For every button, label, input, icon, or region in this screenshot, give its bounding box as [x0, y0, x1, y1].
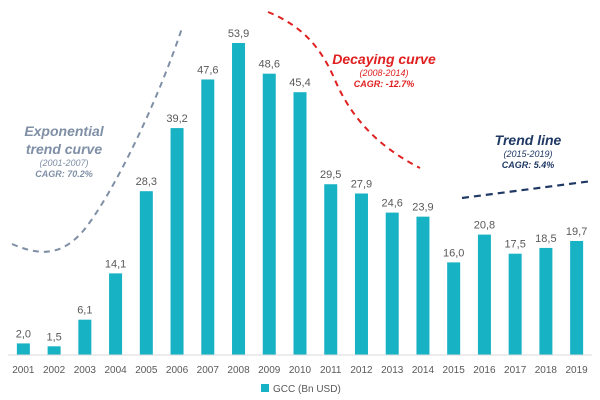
- bar-value-label-2016: 20,8: [474, 220, 495, 232]
- x-tick-label-2014: 2014: [412, 365, 435, 376]
- bar-value-label-2003: 6,1: [77, 305, 92, 317]
- bar-value-label-2005: 28,3: [136, 176, 157, 188]
- bar-2007: [201, 79, 215, 355]
- bar-value-label-2019: 19,7: [566, 226, 587, 238]
- bar-2018: [539, 247, 553, 355]
- decaying-period: (2008-2014): [359, 68, 408, 78]
- decaying-title: Decaying curve: [332, 51, 436, 67]
- bar-value-label-2002: 1,5: [46, 331, 61, 343]
- bar-value-label-2014: 23,9: [412, 202, 433, 214]
- bar-2011: [324, 184, 338, 355]
- bar-2004: [109, 273, 123, 355]
- bar-value-label-2013: 24,6: [381, 198, 402, 210]
- decaying-annotation: Decaying curve (2008-2014) CAGR: -12.7%: [332, 51, 436, 89]
- x-tick-label-2004: 2004: [104, 365, 127, 376]
- bar-value-label-2001: 2,0: [16, 328, 31, 340]
- x-tick-label-2016: 2016: [473, 365, 496, 376]
- x-tick-label-2001: 2001: [12, 365, 35, 376]
- bar-2015: [447, 262, 461, 355]
- trend-line-cagr: CAGR: 5.4%: [502, 160, 555, 170]
- bar-labels-group: 2,0 1,5 6,1 14,1 28,3 39,2 47,6 53,9 48,6 45,4 29,…: [16, 28, 588, 343]
- exponential-period: (2001-2007): [39, 158, 88, 168]
- bar-value-label-2009: 48,6: [259, 59, 280, 71]
- exponential-title-line-2: trend curve: [26, 141, 102, 157]
- bar-2005: [139, 191, 153, 355]
- bar-value-label-2015: 16,0: [443, 247, 464, 259]
- bar-2009: [262, 73, 276, 356]
- x-tick-label-2010: 2010: [289, 365, 312, 376]
- legend: GCC (Bn USD): [261, 384, 341, 395]
- trend-line-title: Trend line: [495, 132, 562, 148]
- bar-2014: [416, 216, 430, 355]
- bar-value-label-2017: 17,5: [504, 239, 525, 251]
- bar-2017: [508, 253, 522, 355]
- bar-2010: [293, 92, 307, 355]
- legend-label: GCC (Bn USD): [273, 384, 341, 395]
- bar-value-label-2010: 45,4: [289, 77, 310, 89]
- bar-2016: [477, 234, 491, 355]
- x-tick-label-2012: 2012: [350, 365, 373, 376]
- exponential-annotation: Exponential trend curve (2001-2007) CAGR…: [24, 123, 104, 179]
- bar-2002: [47, 346, 61, 355]
- bar-2001: [16, 343, 30, 355]
- trend-line-annotation: Trend line (2015-2019) CAGR: 5.4%: [495, 132, 562, 170]
- bar-value-label-2018: 18,5: [535, 233, 556, 245]
- exponential-title-line-1: Exponential: [24, 123, 104, 139]
- trend-line-period: (2015-2019): [503, 149, 552, 159]
- bar-value-label-2004: 14,1: [105, 258, 126, 270]
- x-tick-label-2002: 2002: [43, 365, 66, 376]
- bar-2006: [170, 128, 184, 355]
- x-tick-label-2008: 2008: [227, 365, 250, 376]
- x-tick-label-2019: 2019: [566, 365, 589, 376]
- bar-value-label-2008: 53,9: [228, 28, 249, 40]
- bars-group: [16, 43, 584, 356]
- x-tick-label-2005: 2005: [135, 365, 158, 376]
- bar-2013: [385, 212, 399, 355]
- x-tick-label-2017: 2017: [504, 365, 527, 376]
- x-tick-labels-group: 2001 2002 2003 2004 2005 2006 2007 2008 2009 2010…: [12, 365, 588, 376]
- bar-value-label-2006: 39,2: [166, 113, 187, 125]
- x-tick-label-2009: 2009: [258, 365, 281, 376]
- bar-value-label-2012: 27,9: [351, 179, 372, 191]
- x-tick-label-2013: 2013: [381, 365, 404, 376]
- exponential-cagr: CAGR: 70.2%: [35, 169, 93, 179]
- bar-2019: [570, 240, 584, 355]
- decaying-cagr: CAGR: -12.7%: [354, 79, 415, 89]
- bar-2003: [78, 319, 92, 355]
- bar-2008: [232, 43, 246, 355]
- legend-swatch: [261, 384, 269, 392]
- exponential-trend-curve: [11, 27, 183, 253]
- bar-value-label-2011: 29,5: [320, 169, 341, 181]
- x-tick-label-2011: 2011: [320, 365, 342, 376]
- x-tick-label-2007: 2007: [197, 365, 220, 376]
- x-tick-label-2018: 2018: [535, 365, 558, 376]
- bar-value-label-2007: 47,6: [197, 64, 218, 76]
- x-tick-label-2003: 2003: [74, 365, 97, 376]
- decaying-trend-curve: [267, 11, 421, 169]
- x-tick-label-2015: 2015: [443, 365, 466, 376]
- x-tick-label-2006: 2006: [166, 365, 189, 376]
- bar-2012: [354, 193, 368, 355]
- linear-trend-line: [461, 179, 593, 200]
